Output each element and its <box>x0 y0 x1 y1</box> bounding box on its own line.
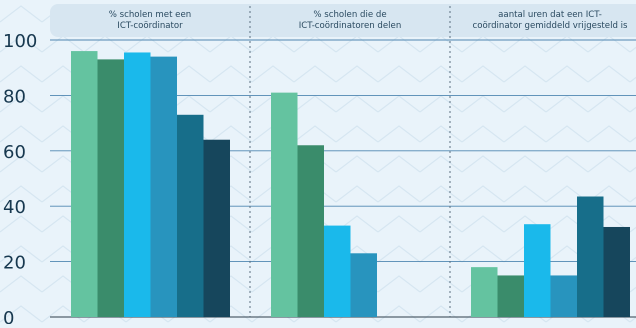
bar-group-3-series-6 <box>603 226 630 317</box>
y-tick-label-60: 60 <box>3 142 26 163</box>
bar-group-3-series-4 <box>550 275 577 317</box>
bar-group-1-series-5 <box>177 114 204 317</box>
y-tick-label-80: 80 <box>3 86 26 107</box>
bar-group-2-series-3 <box>324 225 351 317</box>
group-label-3-line-2: coördinator gemiddeld vrijgesteld is <box>472 21 628 31</box>
bar-group-1-series-4 <box>150 56 177 318</box>
bar-group-1-series-3 <box>124 52 151 318</box>
bar-group-2-series-2 <box>297 145 324 317</box>
y-tick-label-20: 20 <box>3 253 26 274</box>
y-tick-label-40: 40 <box>3 197 26 218</box>
y-tick-label-0: 0 <box>3 308 14 324</box>
bar-group-1-series-2 <box>97 59 124 317</box>
group-label-1-line-1: % scholen met een <box>109 10 191 20</box>
group-label-1-line-2: ICT-coördinator <box>117 21 183 31</box>
bar-group-3-series-1 <box>471 267 498 317</box>
group-label-3-line-1: aantal uren dat een ICT- <box>498 10 602 20</box>
y-tick-label-100: 100 <box>3 31 37 52</box>
bar-group-2-series-1 <box>271 92 298 317</box>
bar-group-3-series-3 <box>524 224 551 317</box>
group-label-2-line-1: % scholen die de <box>313 10 386 20</box>
bar-group-2-series-4 <box>350 253 377 317</box>
header-band <box>50 4 636 37</box>
bar-group-1-series-1 <box>71 51 98 318</box>
group-label-2-line-2: ICT-coördinatoren delen <box>299 21 402 31</box>
bar-group-3-series-5 <box>577 196 604 317</box>
bar-group-3-series-2 <box>497 275 524 317</box>
bar-group-1-series-6 <box>203 139 230 317</box>
